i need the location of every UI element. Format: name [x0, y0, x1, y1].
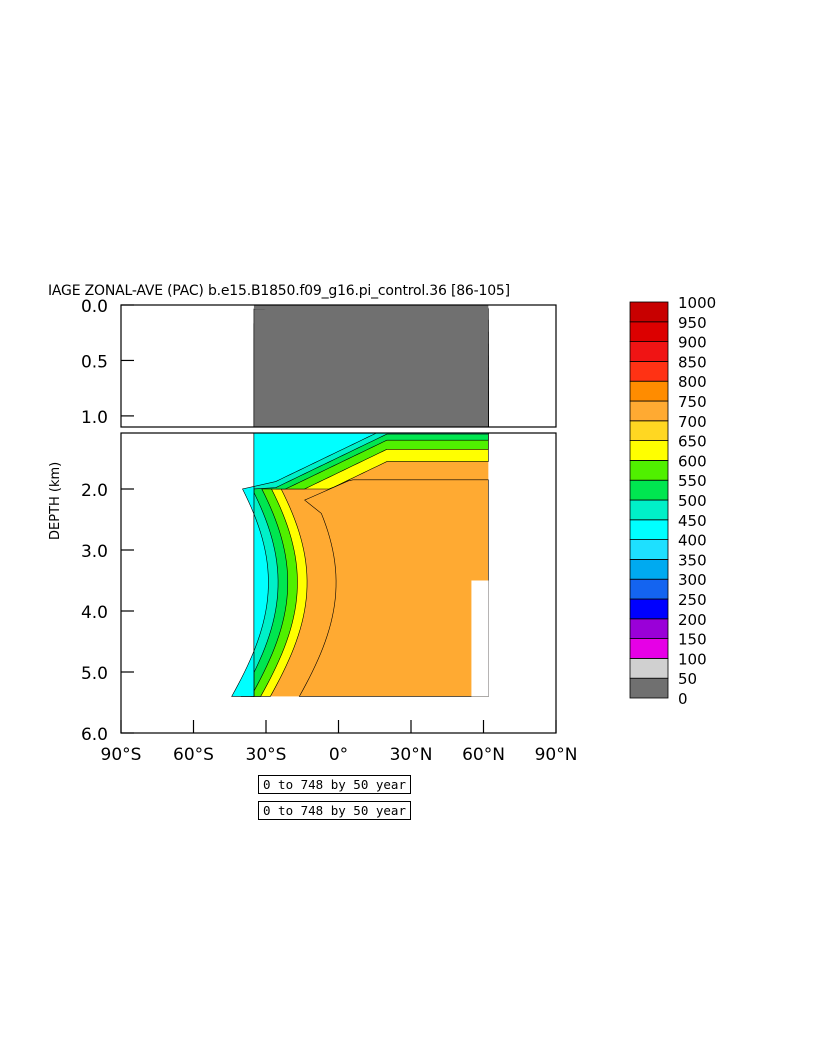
colorbar-swatch-450	[629, 499, 669, 521]
contour-band-top-surface	[253, 305, 489, 309]
colorbar-label-1000: 1000	[678, 294, 716, 312]
contour-band-bottom-700-core	[298, 479, 489, 697]
x-tick-label-2: 30°S	[246, 745, 287, 765]
upper-panel-contours	[253, 305, 489, 427]
colorbar-swatch-150	[629, 618, 669, 639]
colorbar-swatch-800	[629, 360, 669, 382]
colorbar-label-50: 50	[678, 670, 697, 688]
y-tick-label-lower-1: 3.0	[81, 542, 108, 562]
colorbar-swatch-0	[629, 677, 669, 699]
contour-band-bottom-400	[231, 433, 378, 697]
colorbar-label-250: 250	[678, 591, 707, 609]
y-tick-label-lower-0: 2.0	[81, 481, 108, 501]
colorbar-label-500: 500	[678, 492, 707, 510]
lower-panel-contours	[231, 433, 489, 697]
y-tick-label-lower-2: 4.0	[81, 603, 108, 623]
colorbar-label-0: 0	[678, 690, 688, 708]
colorbar: 1000950900850800750700650600550500450400…	[629, 294, 716, 708]
colorbar-label-800: 800	[678, 373, 707, 391]
x-tick-label-0: 90°S	[101, 745, 142, 765]
y-tick-label-lower-4: 6.0	[81, 725, 108, 745]
x-tick-label-6: 90°N	[535, 745, 578, 765]
colorbar-swatch-600	[629, 440, 669, 461]
colorbar-label-200: 200	[678, 611, 707, 629]
colorbar-swatch-650	[629, 420, 669, 441]
colorbar-swatch-350	[629, 539, 669, 560]
upper-panel-frame	[120, 304, 557, 428]
colorbar-label-150: 150	[678, 631, 707, 649]
colorbar-label-950: 950	[678, 314, 707, 332]
chart-title: IAGE ZONAL-AVE (PAC) b.e15.B1850.f09_g16…	[48, 283, 510, 299]
colorbar-swatch-700	[629, 400, 669, 422]
colorbar-label-600: 600	[678, 452, 707, 470]
colorbar-swatch-250	[629, 578, 669, 600]
x-tick-label-1: 60°S	[173, 745, 214, 765]
x-tick-label-3: 0°	[329, 745, 348, 765]
colorbar-swatch-750	[629, 380, 669, 402]
colorbar-label-700: 700	[678, 413, 707, 431]
colorbar-label-900: 900	[678, 334, 707, 352]
colorbar-label-100: 100	[678, 650, 707, 668]
colorbar-label-650: 650	[678, 433, 707, 451]
colorbar-label-400: 400	[678, 532, 707, 550]
colorbar-swatch-400	[629, 519, 669, 540]
contour-band-top-0	[253, 306, 489, 427]
colorbar-swatch-550	[629, 459, 669, 481]
colorbar-label-850: 850	[678, 353, 707, 371]
colorbar-swatch-100	[629, 638, 669, 659]
y-tick-label-upper-2: 1.0	[81, 408, 108, 428]
topography-mask	[471, 580, 489, 697]
y-tick-label-upper-1: 0.5	[81, 352, 108, 372]
colorbar-swatch-500	[629, 479, 669, 501]
colorbar-swatch-200	[629, 598, 669, 620]
colorbar-label-550: 550	[678, 472, 707, 490]
colorbar-label-350: 350	[678, 551, 707, 569]
x-tick-label-5: 60°N	[462, 745, 505, 765]
colorbar-label-450: 450	[678, 512, 707, 530]
colorbar-swatch-300	[629, 559, 669, 580]
x-tick-label-4: 30°N	[390, 745, 433, 765]
info-box-1: 0 to 748 by 50 year	[258, 775, 411, 794]
colorbar-swatch-950	[629, 301, 669, 323]
colorbar-swatch-900	[629, 321, 669, 342]
colorbar-label-750: 750	[678, 393, 707, 411]
axes: 90°S 60°S 30°S 0° 30°N 60°N 90°N 0.0 0.5 1.0 2.0 3.…	[81, 297, 577, 765]
info-box-2: 0 to 748 by 50 year	[258, 801, 411, 820]
y-tick-label-lower-3: 5.0	[81, 664, 108, 684]
y-axis-label: DEPTH (km)	[48, 461, 63, 540]
y-tick-label-upper-0: 0.0	[81, 297, 108, 317]
colorbar-swatch-850	[629, 341, 669, 362]
colorbar-swatch-50	[629, 658, 669, 679]
colorbar-label-300: 300	[678, 571, 707, 589]
